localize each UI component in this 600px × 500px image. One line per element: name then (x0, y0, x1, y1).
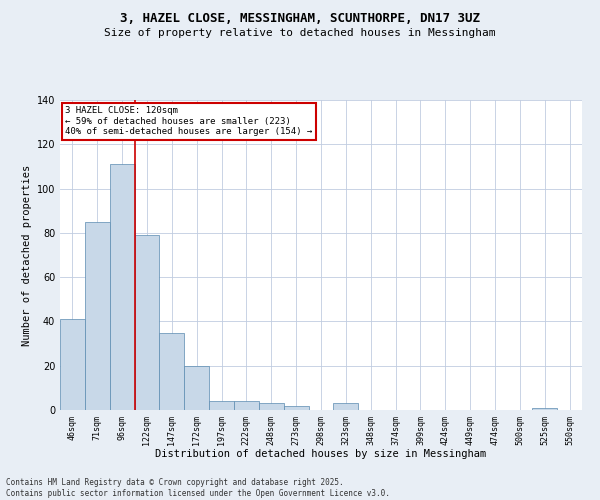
Bar (259, 404, 284, 410)
Bar (532, 408, 557, 410)
Bar (110, 164, 134, 410)
Bar (60, 319, 85, 410)
Bar (160, 332, 184, 410)
Bar (184, 366, 209, 410)
Text: 3 HAZEL CLOSE: 120sqm
← 59% of detached houses are smaller (223)
40% of semi-det: 3 HAZEL CLOSE: 120sqm ← 59% of detached … (65, 106, 313, 136)
Text: 3, HAZEL CLOSE, MESSINGHAM, SCUNTHORPE, DN17 3UZ: 3, HAZEL CLOSE, MESSINGHAM, SCUNTHORPE, … (120, 12, 480, 26)
Y-axis label: Number of detached properties: Number of detached properties (22, 164, 32, 346)
Bar (209, 401, 234, 410)
Bar (234, 401, 259, 410)
Bar (284, 406, 308, 410)
Bar (334, 404, 358, 410)
Bar (134, 235, 160, 410)
Bar (85, 222, 110, 410)
Text: Size of property relative to detached houses in Messingham: Size of property relative to detached ho… (104, 28, 496, 38)
X-axis label: Distribution of detached houses by size in Messingham: Distribution of detached houses by size … (155, 449, 487, 459)
Text: Contains HM Land Registry data © Crown copyright and database right 2025.
Contai: Contains HM Land Registry data © Crown c… (6, 478, 390, 498)
